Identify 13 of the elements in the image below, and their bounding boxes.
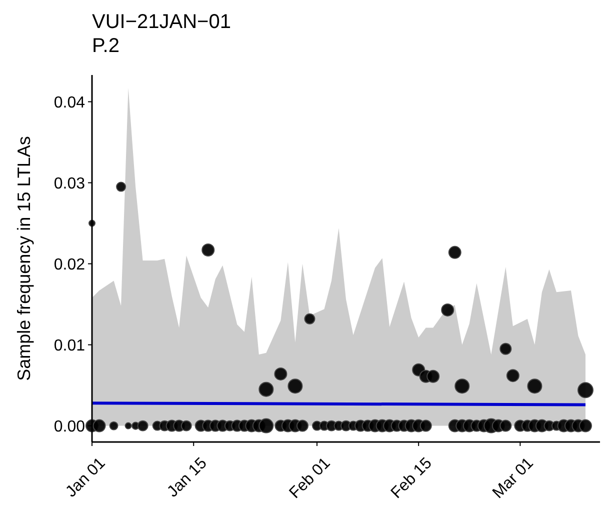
x-tick-label: Jan 01 <box>62 454 109 501</box>
y-tick-label: 0.04 <box>54 94 86 112</box>
chart-title: VUI−21JAN−01 <box>92 11 231 33</box>
y-tick-label: 0.03 <box>54 175 86 192</box>
x-tick-label: Feb 01 <box>286 454 334 502</box>
y-tick-label: 0.01 <box>54 337 86 354</box>
y-tick-label: 0.02 <box>54 256 86 274</box>
x-tick-label: Jan 15 <box>164 454 210 501</box>
y-tick-label: 0.00 <box>54 418 86 436</box>
chart-subtitle: P.2 <box>92 35 120 57</box>
x-tick-label: Feb 15 <box>388 454 436 502</box>
x-tick-label: Mar 01 <box>490 454 537 502</box>
y-axis-title: Sample frequency in 15 LTLAs <box>14 136 34 381</box>
